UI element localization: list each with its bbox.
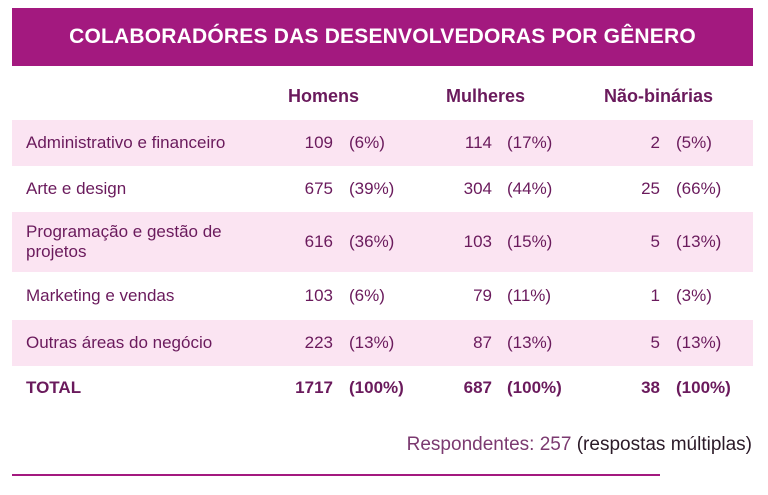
count: 103 [463,232,492,251]
table-row: Arte e design 675 (39%) 304 (44%) 25 (66%) [12,166,753,212]
table-row: Marketing e vendas 103 (6%) 79 (11%) 1 (3%) [12,272,753,320]
percent: (44%) [507,179,553,198]
count: 223 [304,333,333,352]
footer: Respondentes: 257 (respostas múltiplas) [407,434,752,456]
count: 687 [463,378,492,397]
count: 38 [641,378,660,397]
percent: (100%) [676,378,731,397]
count: 675 [304,179,333,198]
divider [12,474,660,476]
percent: (13%) [676,333,722,352]
row-label: Administrativo e financeiro [26,133,226,152]
column-header: Mulheres [446,86,526,106]
title-banner: COLABORADÓRES DAS DESENVOLVEDORAS POR GÊ… [12,8,753,66]
count: 87 [473,333,492,352]
column-header: Não-binárias [604,86,714,106]
column-header: Homens [288,86,360,106]
count: 79 [473,286,492,305]
percent: (6%) [349,133,385,152]
count: 304 [463,179,492,198]
percent: (13%) [349,333,395,352]
percent: (5%) [676,133,712,152]
row-label: TOTAL [26,378,82,397]
percent: (3%) [676,286,712,305]
row-label: Marketing e vendas [26,286,175,305]
note: (respostas múltiplas) [576,434,752,455]
percent: (36%) [349,232,395,251]
count: 616 [304,232,333,251]
percent: (13%) [676,232,722,251]
count: 5 [650,333,660,352]
row-label: Outras áreas do negócio [26,333,213,352]
percent: (15%) [507,232,553,251]
count: 1717 [295,378,333,397]
percent: (11%) [507,286,552,305]
respondents: Respondentes: 257 [406,434,572,455]
table-row: Administrativo e financeiro 109 (6%) 114 (17… [12,120,753,166]
total-row: TOTAL 1717 (100%) 687 (100%) 38 (100%) [12,366,753,410]
table-row: Outras áreas do negócio 223 (13%) 87 (13%) 5 (… [12,320,753,366]
row-label: Programação e gestão de projetos [26,222,222,261]
count: 5 [650,232,660,251]
percent: (66%) [676,179,722,198]
count: 25 [641,179,660,198]
count: 1 [650,286,660,305]
percent: (17%) [507,133,553,152]
percent: (39%) [349,179,395,198]
percent: (100%) [349,378,404,397]
table-row: Programação e gestão de projetos 616 (36%)… [12,212,753,272]
count: 114 [464,133,492,152]
count: 2 [650,133,660,152]
percent: (13%) [507,333,553,352]
percent: (6%) [349,286,385,305]
count: 109 [304,133,333,152]
percent: (100%) [507,378,562,397]
row-label: Arte e design [26,179,127,198]
title: COLABORADÓRES DAS DESENVOLVEDORAS POR GÊ… [69,25,696,48]
count: 103 [304,286,333,305]
